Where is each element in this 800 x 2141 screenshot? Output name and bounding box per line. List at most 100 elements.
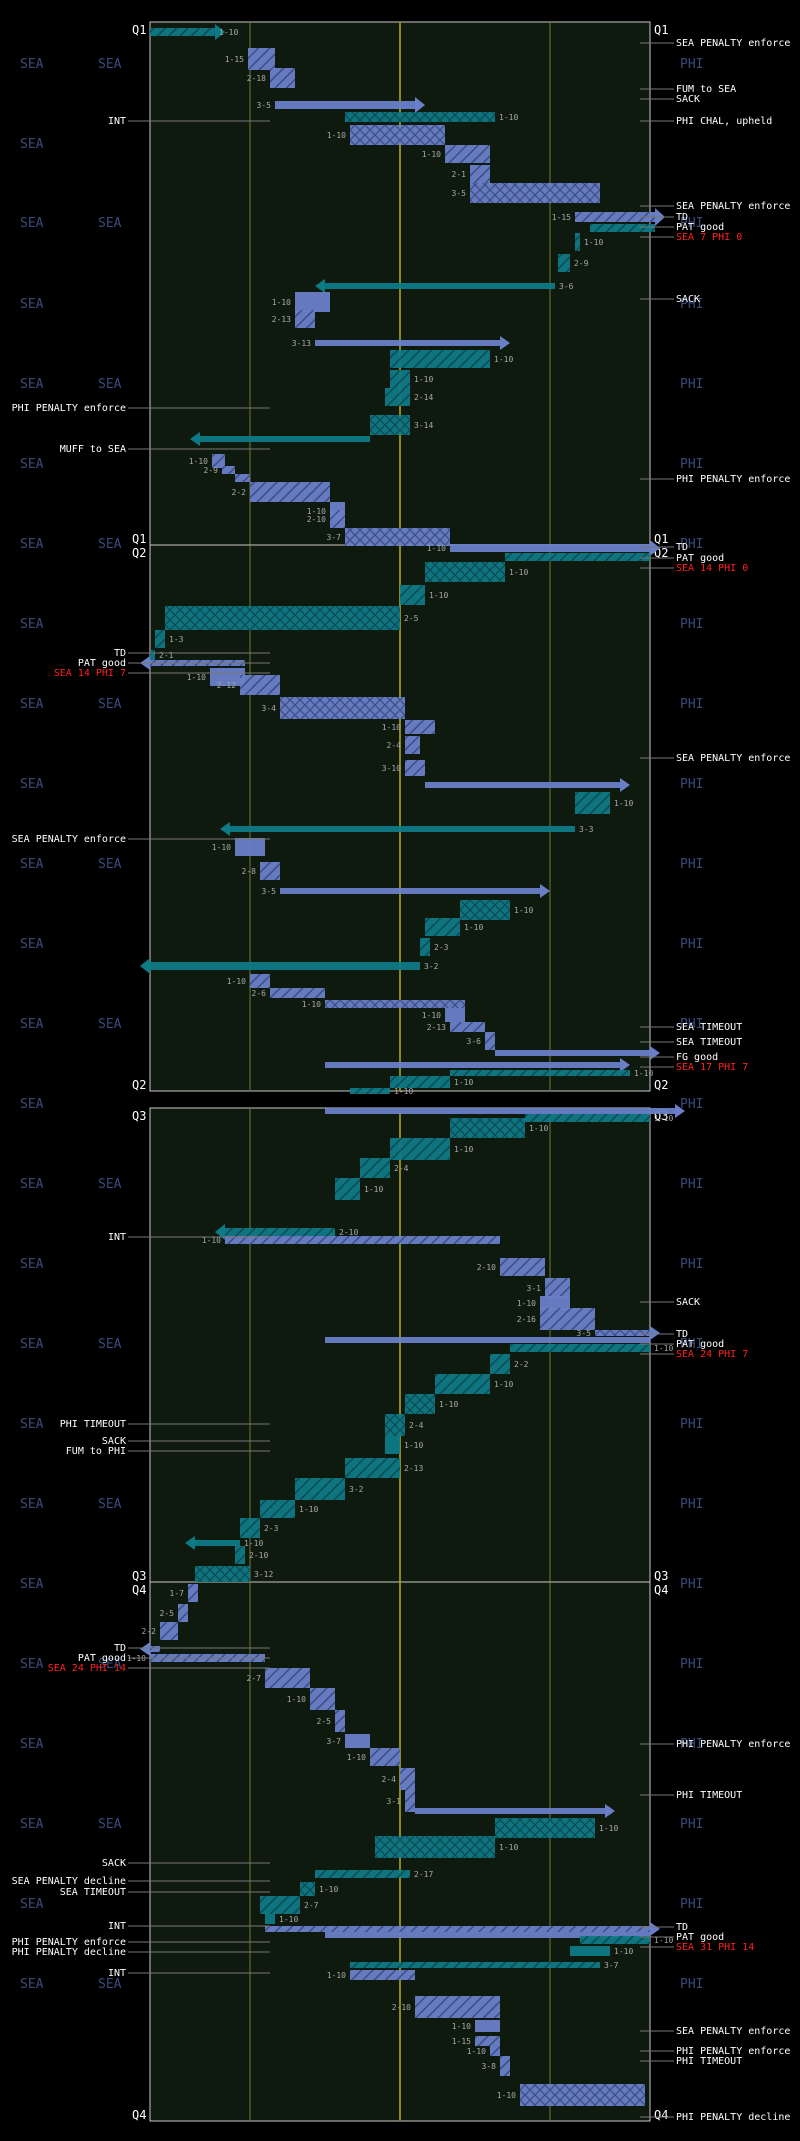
play-bar xyxy=(270,988,325,998)
down-distance-label: 3-1 xyxy=(527,1284,542,1293)
down-distance-label: 2-1 xyxy=(452,170,467,179)
team-side-label: PHI xyxy=(680,857,703,872)
down-distance-label: 1-10 xyxy=(584,238,603,247)
down-distance-label: 1-10 xyxy=(187,673,206,682)
down-distance-label: 2-7 xyxy=(304,1901,319,1910)
team-side-label: SEA xyxy=(20,697,44,712)
down-distance-label: 2-12 xyxy=(217,681,236,690)
play-bar xyxy=(420,938,430,956)
play-bar xyxy=(500,2056,510,2076)
annotation-label: SEA TIMEOUT xyxy=(676,1037,742,1048)
annotation-label: SEA PENALTY enforce xyxy=(676,753,790,764)
down-distance-label: 3-6 xyxy=(467,1037,482,1046)
play-arrowhead xyxy=(620,1058,630,1072)
annotation-label: SEA PENALTY decline xyxy=(12,1876,126,1887)
down-distance-label: 1-10 xyxy=(364,1185,383,1194)
down-distance-label: 2-6 xyxy=(252,989,267,998)
play-bar xyxy=(545,1278,570,1298)
quarter-label: Q1 xyxy=(654,532,668,546)
down-distance-label: 1-10 xyxy=(202,1236,221,1245)
down-distance-label: 1-10 xyxy=(427,544,446,553)
play-bar xyxy=(415,1996,500,2018)
team-side-label: SEA xyxy=(20,1257,44,1272)
down-distance-label: 1-10 xyxy=(422,1011,441,1020)
play-bar xyxy=(435,1374,490,1394)
down-distance-label: 2-5 xyxy=(317,1717,332,1726)
play-arrowhead xyxy=(215,1224,225,1240)
play-bar xyxy=(280,697,405,719)
play-arrowhead xyxy=(650,1326,660,1340)
play-bar xyxy=(325,1337,650,1343)
play-bar xyxy=(235,474,250,482)
team-side-label: SEA xyxy=(20,1577,44,1592)
play-bar xyxy=(260,1500,295,1518)
play-bar xyxy=(178,1604,188,1622)
team-side-label: SEA xyxy=(20,1737,44,1752)
down-distance-label: 1-10 xyxy=(464,923,483,932)
play-bar xyxy=(165,606,400,630)
team-side-label: SEA xyxy=(98,1817,122,1832)
team-side-label: SEA xyxy=(20,457,44,472)
play-bar xyxy=(575,212,655,222)
down-distance-label: 1-10 xyxy=(614,799,633,808)
team-side-label: PHI xyxy=(680,1337,703,1352)
quarter-label: Q4 xyxy=(654,2108,668,2122)
play-arrowhead xyxy=(190,432,200,446)
down-distance-label: 1-10 xyxy=(634,1069,653,1078)
play-bar xyxy=(300,1882,315,1896)
down-distance-label: 1-10 xyxy=(517,1299,536,1308)
down-distance-label: 1-10 xyxy=(654,1936,673,1945)
down-distance-label: 3-5 xyxy=(257,101,272,110)
down-distance-label: 2-4 xyxy=(409,1421,424,1430)
play-bar xyxy=(235,1546,245,1564)
down-distance-label: 1-10 xyxy=(452,2022,471,2031)
play-arrowhead xyxy=(675,1104,685,1118)
play-bar xyxy=(450,1118,525,1138)
down-distance-label: 1-10 xyxy=(614,1947,633,1956)
down-distance-label: 3-1 xyxy=(387,1797,402,1806)
down-distance-label: 1-10 xyxy=(394,1087,413,1096)
team-side-label: SEA xyxy=(20,1337,44,1352)
down-distance-label: 1-15 xyxy=(452,2037,471,2046)
down-distance-label: 2-9 xyxy=(204,466,219,475)
play-arrowhead xyxy=(650,1922,660,1936)
down-distance-label: 3-5 xyxy=(452,189,467,198)
play-bar xyxy=(295,292,330,312)
annotation-label: INT xyxy=(108,1921,126,1932)
down-distance-label: 1-10 xyxy=(529,1124,548,1133)
play-bar xyxy=(415,1808,605,1814)
play-bar xyxy=(570,1946,610,1956)
quarter-label: Q2 xyxy=(654,1078,668,1092)
quarter-label: Q1 xyxy=(654,23,668,37)
play-bar xyxy=(325,283,555,289)
annotation-label: PHI PENALTY enforce xyxy=(676,2046,790,2057)
team-side-label: SEA xyxy=(20,1497,44,1512)
down-distance-label: 2-4 xyxy=(387,741,402,750)
annotation-label: PAT good xyxy=(676,1932,724,1943)
down-distance-label: 2-4 xyxy=(394,1164,409,1173)
team-side-label: SEA xyxy=(20,857,44,872)
down-distance-label: 3-14 xyxy=(414,421,433,430)
team-side-label: SEA xyxy=(98,1657,122,1672)
play-bar xyxy=(325,1062,620,1068)
play-bar xyxy=(310,1688,335,1710)
play-bar xyxy=(510,1344,650,1352)
down-distance-label: 3-13 xyxy=(292,339,311,348)
play-bar xyxy=(385,388,410,406)
play-bar xyxy=(425,918,460,936)
team-side-label: SEA xyxy=(20,617,44,632)
play-bar xyxy=(390,350,490,368)
down-distance-label: 1-10 xyxy=(439,1400,458,1409)
annotation-label: PHI PENALTY enforce xyxy=(12,1937,126,1948)
down-distance-label: 2-3 xyxy=(264,1524,279,1533)
team-side-label: PHI xyxy=(680,1417,703,1432)
down-distance-label: 2-14 xyxy=(414,393,433,402)
team-side-label: PHI xyxy=(680,1817,703,1832)
team-side-label: PHI xyxy=(680,1017,703,1032)
play-bar xyxy=(450,544,650,552)
annotation-label: PHI PENALTY decline xyxy=(12,1947,126,1958)
annotation-label: TD xyxy=(114,1643,126,1654)
play-bar xyxy=(520,2084,645,2106)
annotation-label: INT xyxy=(108,1968,126,1979)
annotation-label: SEA PENALTY enforce xyxy=(676,2026,790,2037)
